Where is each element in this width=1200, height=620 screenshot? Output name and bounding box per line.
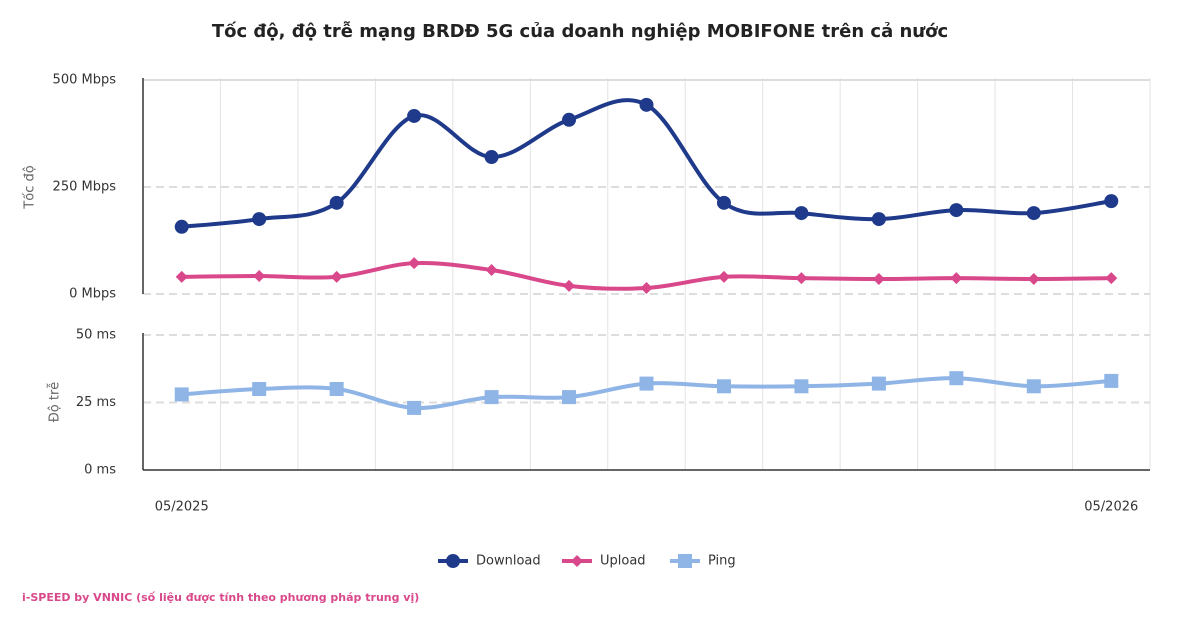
legend-label: Download (476, 554, 541, 569)
y-tick-label: 250 Mbps (53, 180, 117, 195)
y-tick-label: 500 Mbps (53, 73, 117, 88)
marker (407, 400, 422, 415)
marker (871, 212, 886, 227)
marker (639, 376, 654, 391)
marker (174, 387, 189, 402)
marker (329, 382, 344, 396)
marker (1105, 272, 1118, 285)
marker (1104, 194, 1119, 209)
marker (949, 371, 964, 386)
y-axis-label: Tốc độ (23, 165, 38, 209)
marker (407, 108, 422, 123)
marker (252, 212, 267, 227)
marker (716, 379, 731, 394)
x-tick-label: 05/2025 (155, 500, 209, 515)
y-tick-label: 50 ms (76, 328, 116, 343)
marker (716, 195, 731, 210)
marker (408, 257, 421, 270)
marker (794, 379, 809, 394)
marker (562, 112, 577, 127)
marker (1026, 379, 1041, 394)
marker (1027, 273, 1040, 286)
y-tick-label: 25 ms (76, 395, 116, 410)
marker (678, 554, 692, 568)
y-tick-label: 0 ms (84, 463, 116, 478)
marker (252, 382, 267, 396)
marker (795, 272, 808, 285)
series-line (181, 98, 1112, 229)
marker (174, 219, 189, 234)
marker (484, 150, 499, 165)
marker (794, 206, 809, 221)
marker (949, 203, 964, 218)
marker (330, 270, 343, 283)
x-tick-label: 05/2026 (1084, 500, 1138, 515)
marker (871, 376, 886, 391)
chart-title: Tốc độ, độ trễ mạng BRDĐ 5G của doanh ng… (212, 20, 948, 42)
marker (175, 270, 188, 283)
marker (484, 390, 499, 405)
marker (485, 264, 498, 277)
marker (872, 273, 885, 286)
marker (640, 282, 653, 295)
marker (639, 97, 654, 112)
legend-label: Ping (708, 554, 736, 569)
marker (329, 195, 344, 210)
marker (563, 279, 576, 292)
marker (562, 390, 577, 405)
legend-label: Upload (600, 554, 646, 569)
y-tick-label: 0 Mbps (69, 287, 116, 302)
marker (1104, 373, 1119, 388)
marker (717, 270, 730, 283)
y2-axis-label: Độ trễ (48, 382, 63, 423)
marker (1026, 206, 1041, 221)
marker (571, 555, 583, 567)
marker (446, 554, 460, 568)
source-note: i-SPEED by VNNIC (số liệu được tính theo… (22, 591, 419, 604)
marker (950, 272, 963, 285)
marker (253, 270, 266, 283)
